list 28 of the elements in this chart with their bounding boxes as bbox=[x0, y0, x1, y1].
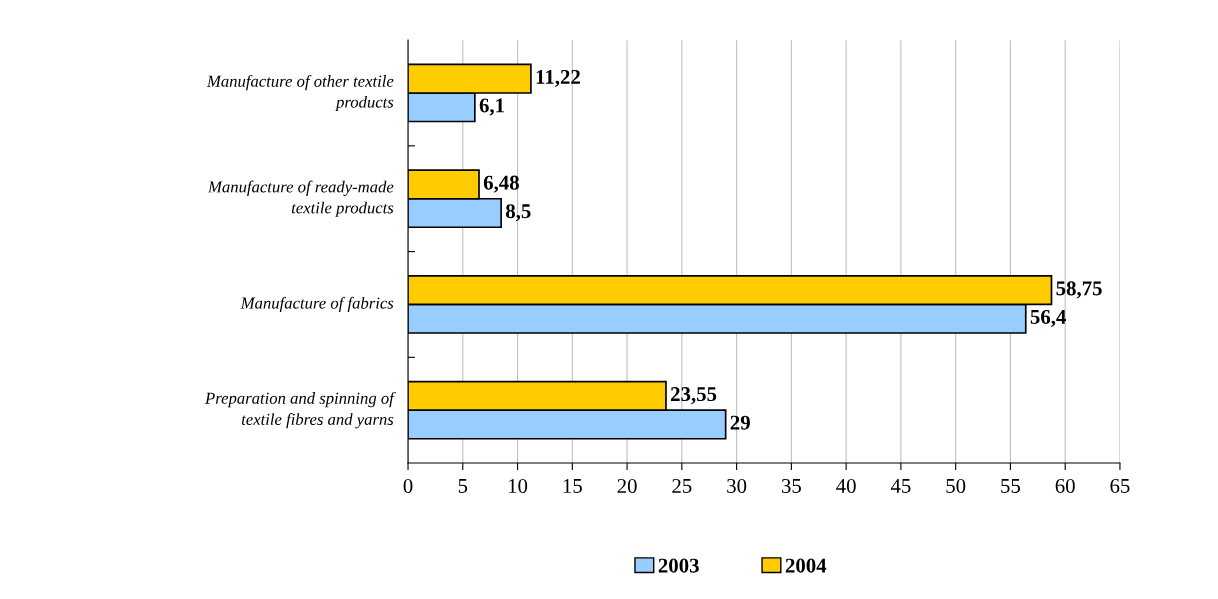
x-tick-label: 55 bbox=[1001, 479, 1021, 493]
y-tick-label: Manufacture of other textile products bbox=[206, 74, 394, 112]
x-tick-label: 10 bbox=[508, 478, 528, 493]
x-tick-label: 30 bbox=[727, 478, 747, 493]
x-tick-label: 20 bbox=[617, 478, 637, 493]
x-tick-label: 40 bbox=[836, 478, 856, 493]
y-tick-label: Manufacture of fabrics bbox=[240, 296, 394, 313]
data-label: 6,1 bbox=[479, 98, 504, 116]
x-tick-label: 5 bbox=[458, 479, 468, 493]
x-tick-label: 15 bbox=[563, 479, 582, 493]
legend-label: 2004 bbox=[785, 558, 827, 573]
x-tick-label: 65 bbox=[1110, 478, 1130, 493]
y-tick-label: Preparation and spinning of textile fibres and yarns bbox=[204, 391, 396, 429]
legend-label: 2003 bbox=[658, 558, 699, 573]
x-tick-label: 45 bbox=[890, 479, 911, 493]
data-label: 58,75 bbox=[1056, 281, 1102, 299]
data-label: 11,22 bbox=[536, 69, 580, 87]
data-label: 6,48 bbox=[483, 175, 519, 193]
x-tick-label: 60 bbox=[1055, 478, 1075, 493]
data-label: 8,5 bbox=[505, 204, 531, 222]
x-tick-label: 50 bbox=[946, 478, 966, 493]
data-label: 56,4 bbox=[1030, 309, 1066, 327]
y-tick-label: Manufacture of ready-made textile products bbox=[207, 180, 394, 217]
data-label: 23,55 bbox=[671, 387, 717, 405]
x-tick-label: 25 bbox=[672, 478, 692, 493]
x-tick-label: 35 bbox=[781, 478, 801, 493]
x-tick-label: 0 bbox=[403, 478, 413, 493]
data-label: 29 bbox=[730, 415, 750, 430]
